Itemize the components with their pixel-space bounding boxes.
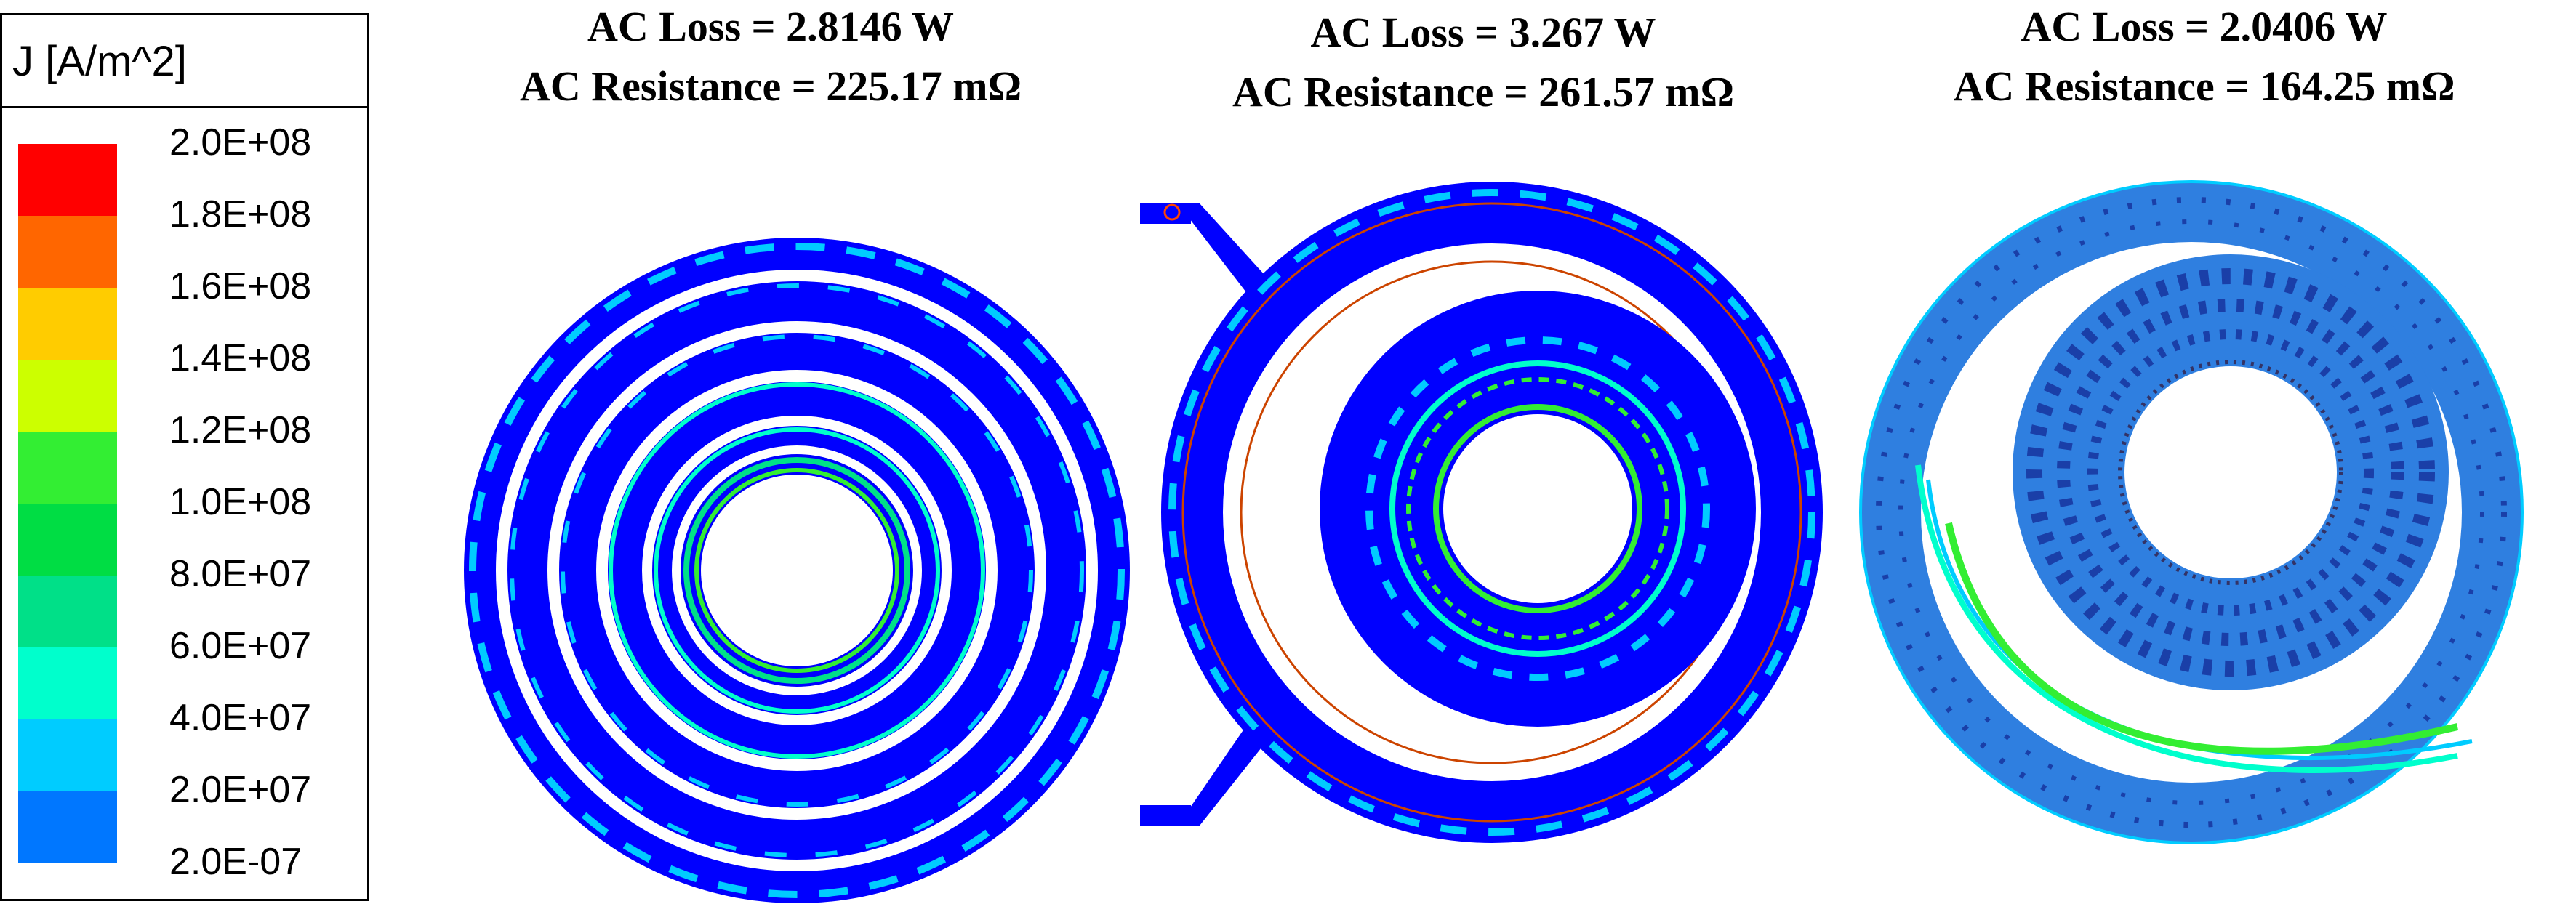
- edge-current-band: [1389, 360, 1686, 657]
- strand-dots: [1876, 197, 2507, 828]
- panel-dual-winding: AC Loss = 3.267 W AC Resistance = 261.57…: [1134, 0, 1832, 904]
- legend-swatch: [18, 576, 117, 647]
- edge-current-band: [561, 334, 1033, 807]
- inner-turn: [1419, 390, 1657, 628]
- legend-swatch: [18, 432, 117, 504]
- legend-swatch: [18, 288, 117, 360]
- legend-tick-label: 1.8E+08: [169, 193, 312, 235]
- ac-resistance-label: AC Resistance = 164.25 mΩ: [1953, 62, 2455, 110]
- legend-tick-label: 1.6E+08: [169, 265, 312, 307]
- legend-color-scale: 2.0E+08 1.8E+08 1.6E+08 1.4E+08 1.2E+08 …: [2, 15, 367, 899]
- core-opening: [701, 475, 893, 666]
- core-boundary: [2118, 360, 2343, 585]
- panel-litz-winding: AC Loss = 2.0406 W AC Resistance = 164.2…: [1832, 0, 2576, 904]
- outer-litz-edge: [1859, 180, 2524, 844]
- turn-gap: [672, 445, 922, 695]
- strand-dots: [1898, 219, 2484, 805]
- hot-crossing-strand: [1945, 522, 2459, 755]
- core-opening: [2124, 366, 2337, 578]
- legend-swatch: [18, 360, 117, 432]
- legend-title: J [A/m^2]: [2, 15, 367, 108]
- edge-current-band: [510, 283, 1084, 857]
- legend-tick-label: 8.0E+07: [169, 553, 312, 595]
- ac-loss-label: AC Loss = 3.267 W: [1310, 9, 1656, 56]
- legend-swatch: [18, 719, 117, 791]
- inner-edge-band: [1406, 377, 1669, 640]
- ac-resistance-label: AC Resistance = 225.17 mΩ: [519, 62, 1022, 110]
- turn-gap: [547, 321, 1046, 820]
- legend-tick-label: 2.0E+08: [169, 121, 312, 164]
- inner-edge-band: [683, 457, 910, 684]
- strand-pattern: [2057, 299, 2404, 646]
- legend-tick-label: 4.0E+07: [169, 697, 312, 739]
- current-density-legend: J [A/m^2] 2.0E+08 1.8E+08 1.6E+08 1.4E+0…: [0, 13, 369, 901]
- edge-current-band: [469, 243, 1125, 898]
- edge-current-band: [1168, 189, 1815, 836]
- terminal-marker: [1163, 203, 1181, 221]
- strand-pattern: [2087, 329, 2374, 616]
- legend-tick-label: 1.4E+08: [169, 337, 312, 379]
- edge-current-band: [609, 382, 985, 759]
- edge-current-band: [654, 427, 940, 714]
- legend-tick-label: 6.0E+07: [169, 625, 312, 667]
- winding-current-density-plot: [1140, 182, 1823, 843]
- outer-winding-boundary: [1181, 202, 1802, 823]
- legend-tick-label: 2.0E-07: [169, 841, 302, 883]
- legend-swatch: [18, 216, 117, 288]
- legend-swatch: [18, 647, 117, 719]
- legend-swatch: [18, 144, 117, 216]
- turn-gap: [596, 370, 998, 771]
- legend-tick-label: 1.0E+08: [169, 481, 312, 523]
- legend-tick-label: 2.0E+07: [169, 769, 312, 811]
- core-opening: [1443, 414, 1632, 603]
- legend-tick-label: 1.2E+08: [169, 409, 312, 451]
- panel-concentric-winding: AC Loss = 2.8146 W AC Resistance = 225.1…: [407, 0, 1134, 904]
- legend-swatch: [18, 791, 117, 863]
- turn-gap: [642, 416, 952, 725]
- inner-edge-band: [1433, 404, 1642, 613]
- crossing-strand: [1915, 464, 2458, 773]
- strand-pattern: [2026, 268, 2435, 677]
- ac-resistance-label: AC Resistance = 261.57 mΩ: [1232, 68, 1735, 116]
- legend-swatch: [18, 504, 117, 576]
- ac-loss-label: AC Loss = 2.0406 W: [2021, 3, 2388, 50]
- turn-gap: [496, 270, 1098, 871]
- edge-current-band: [1365, 336, 1710, 681]
- winding-current-density-plot: [1859, 180, 2524, 844]
- inner-edge-band: [694, 468, 899, 673]
- ac-loss-label: AC Loss = 2.8146 W: [587, 3, 955, 50]
- winding-current-density-plot: [464, 238, 1130, 903]
